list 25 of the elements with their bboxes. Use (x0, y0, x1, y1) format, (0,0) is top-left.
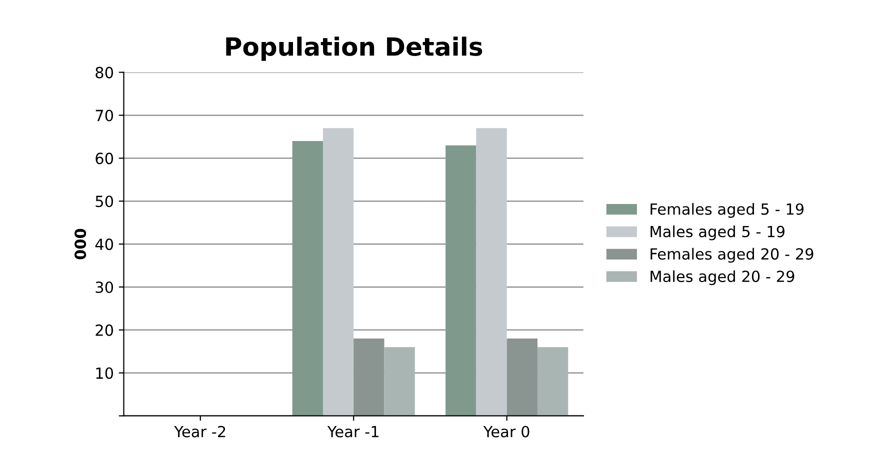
y-tick-label: 50 (96, 196, 114, 208)
bar (506, 338, 538, 416)
chart-title: Population Details (226, 36, 482, 61)
bar (354, 338, 384, 416)
y-axis-title: 000 (74, 228, 86, 260)
bar (292, 141, 323, 416)
y-tick-label: 40 (95, 238, 114, 250)
y-tick-label: 80 (96, 66, 114, 78)
bar (322, 128, 354, 416)
bar (446, 145, 476, 416)
y-tick-label: 60 (96, 152, 114, 164)
x-tick-label: Year 0 (483, 426, 530, 438)
legend-label: Females aged 20 - 29 (650, 248, 814, 263)
bar (476, 128, 507, 416)
x-tick-label: Year -2 (174, 426, 226, 438)
legend-label: Males aged 20 - 29 (650, 270, 794, 286)
legend-label: Females aged 5 - 19 (650, 203, 804, 218)
bar (537, 347, 568, 416)
bar (384, 347, 415, 416)
y-tick-label: 70 (96, 110, 114, 122)
y-tick-label: 10 (96, 367, 114, 379)
y-tick-label: 30 (96, 281, 114, 294)
x-tick-label: Year -1 (327, 426, 378, 438)
legend-label: Males aged 5 - 19 (650, 225, 784, 240)
y-tick-label: 20 (96, 324, 114, 336)
